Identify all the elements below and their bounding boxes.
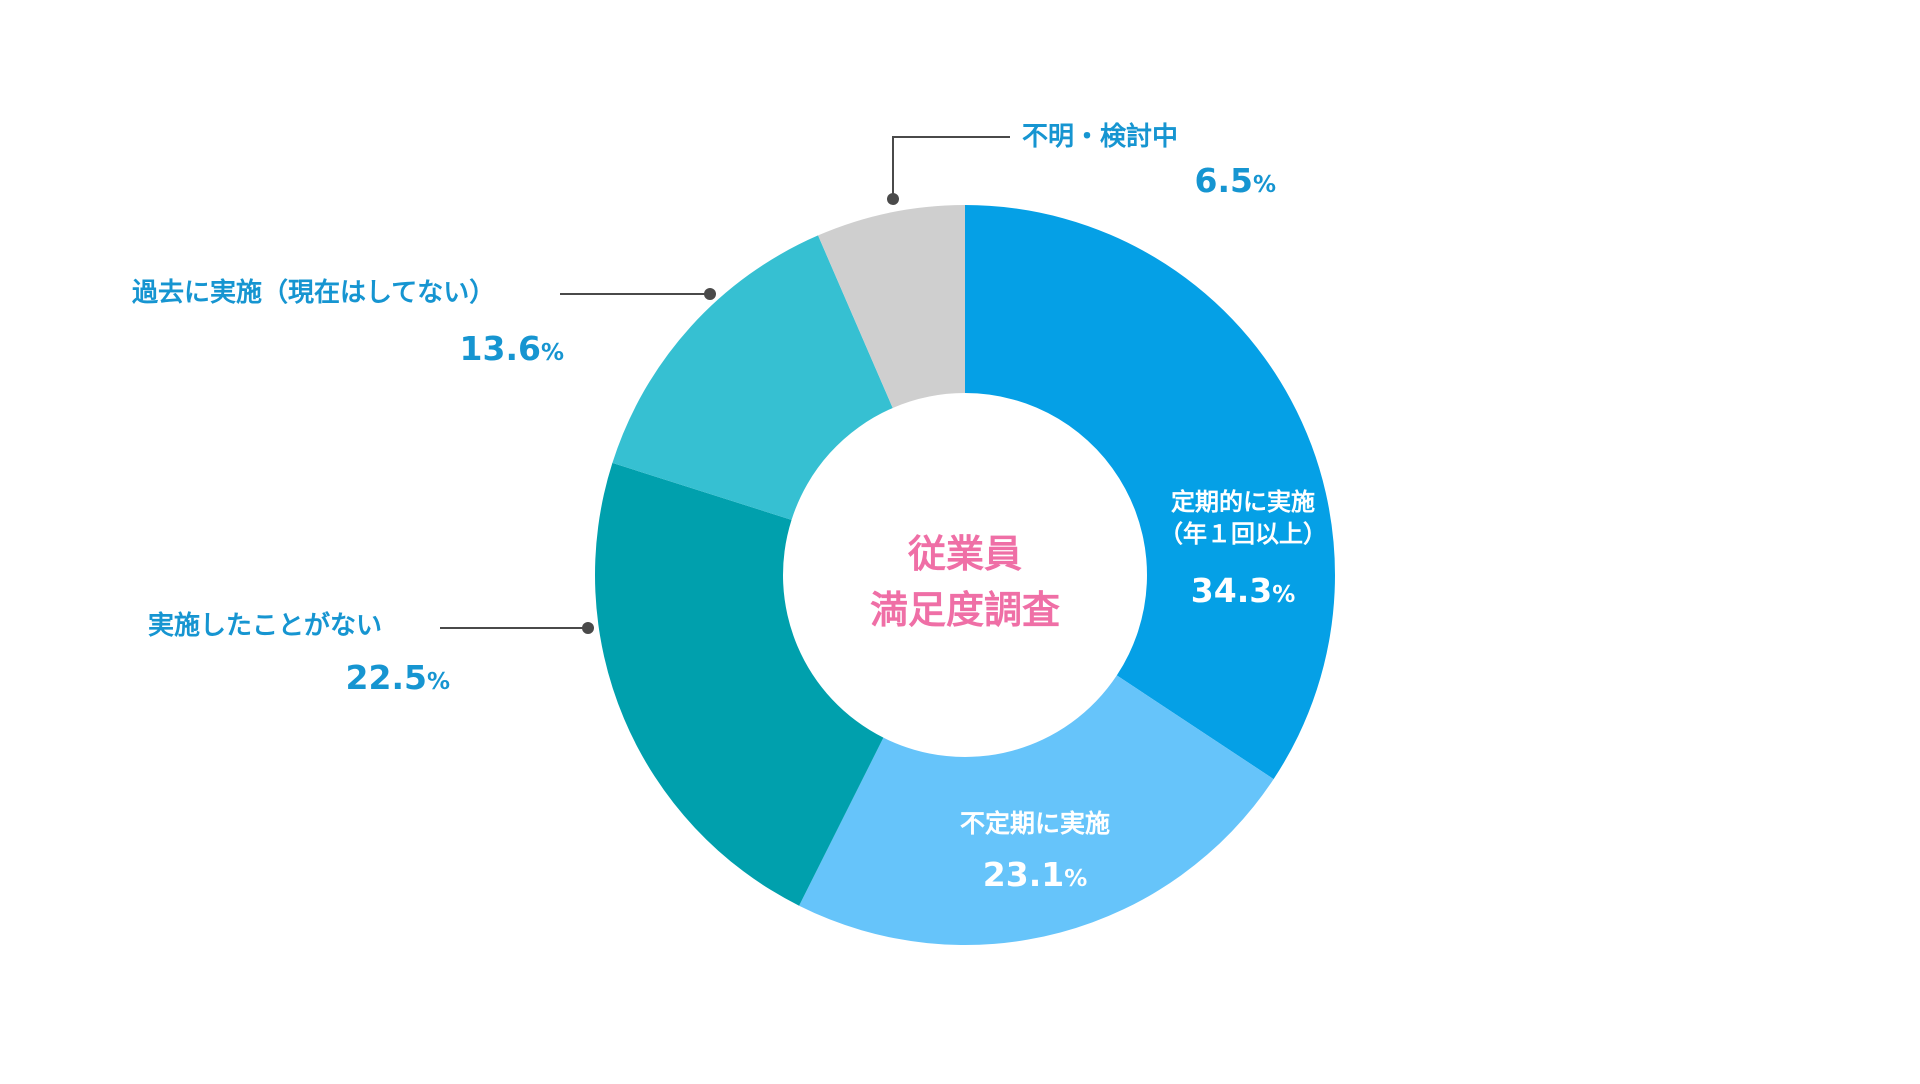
slice-5-leader-line <box>892 136 1010 199</box>
pie-slice-1 <box>965 205 1336 780</box>
pie-slice-5 <box>818 205 965 408</box>
slice-1-label-line-1: 定期的に実施 <box>1171 488 1315 516</box>
center-label-line-2: 満足度調査 <box>870 588 1060 632</box>
slice-3-value-label: 22.5% <box>346 658 450 697</box>
pie-slice-2 <box>799 675 1274 945</box>
slice-3-leader-dot <box>582 622 594 634</box>
pie-slice-3 <box>595 462 884 906</box>
center-label-line-1: 従業員 <box>907 532 1022 576</box>
slice-2-value-label: 23.1% <box>983 855 1087 894</box>
slice-3-label: 実施したことがない <box>148 610 382 641</box>
slice-5-leader-dot <box>887 193 899 205</box>
slice-5-value-label: 6.5% <box>1194 161 1276 200</box>
slice-4-label: 過去に実施（現在はしてない） <box>132 277 495 308</box>
slice-1-label-line-2: （年１回以上） <box>1159 520 1327 548</box>
slice-1-value-label: 34.3% <box>1191 571 1295 610</box>
slice-2-label: 不定期に実施 <box>960 809 1110 838</box>
pie-slice-4 <box>612 235 893 520</box>
slice-4-value-label: 13.6% <box>460 329 564 368</box>
slice-4-leader-dot <box>704 288 716 300</box>
slice-5-label: 不明・検討中 <box>1022 121 1178 152</box>
